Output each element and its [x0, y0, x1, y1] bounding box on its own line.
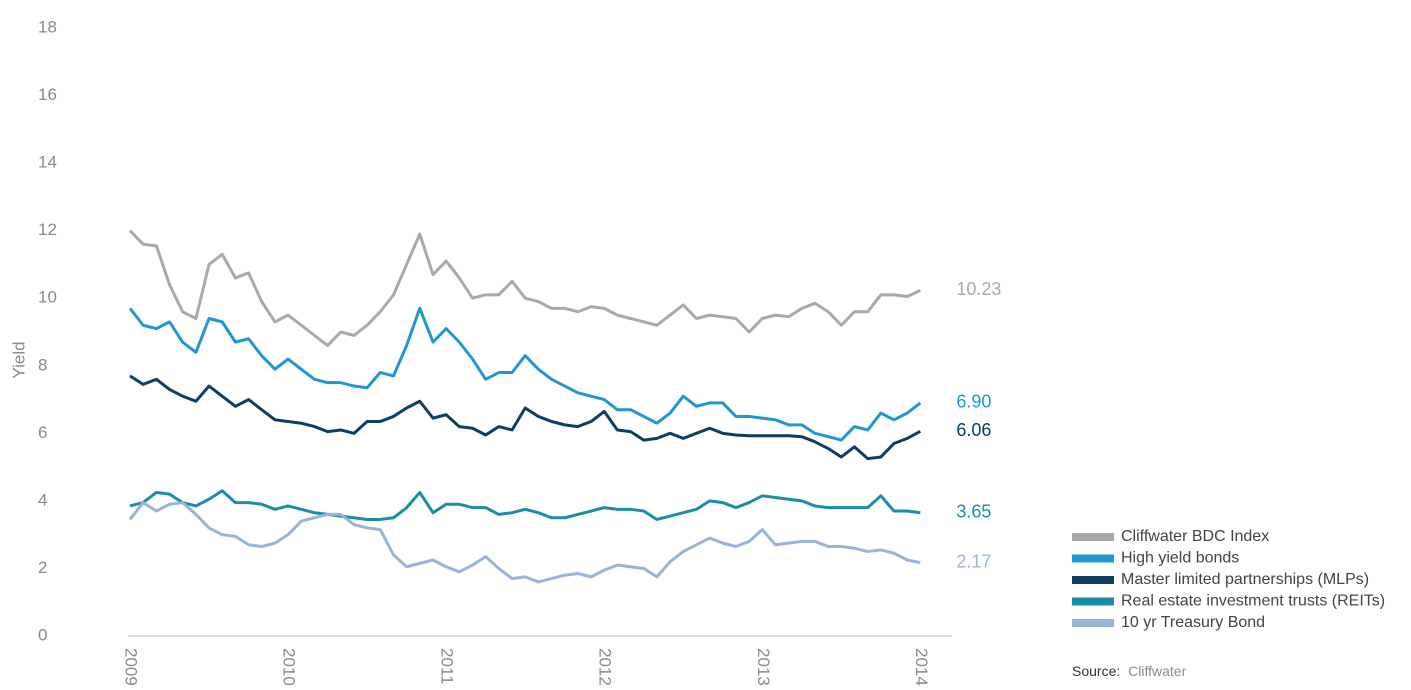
value-label: 3.65 [956, 501, 991, 521]
legend-swatch [1072, 619, 1114, 627]
legend-swatch [1072, 533, 1114, 541]
legend-label: Master limited partnerships (MLPs) [1121, 571, 1369, 588]
legend-swatch [1072, 597, 1114, 606]
source-note: Source: Cliffwater [1072, 663, 1187, 679]
source-name: Cliffwater [1128, 663, 1186, 679]
x-tick-label: 2010 [280, 648, 299, 686]
value-label: 6.06 [956, 420, 991, 440]
y-tick-label: 2 [38, 558, 47, 577]
value-label: 2.17 [956, 551, 991, 571]
series-line [128, 229, 922, 348]
value-label: 6.90 [956, 392, 991, 412]
series-line [129, 374, 922, 461]
series-line [129, 489, 921, 521]
x-tick-label: 2011 [438, 648, 457, 685]
legend-swatch [1072, 576, 1114, 584]
legend-label: High yield bonds [1121, 550, 1239, 567]
y-tick-label: 8 [38, 355, 47, 374]
series-line [128, 306, 922, 442]
value-label: 10.23 [956, 279, 1001, 299]
x-tick-label: 2012 [596, 648, 615, 686]
y-tick-label: 16 [38, 85, 57, 104]
legend-label: 10 yr Treasury Bond [1121, 614, 1265, 631]
x-tick-label: 2014 [912, 648, 931, 686]
x-tick-label: 2013 [754, 648, 773, 686]
legend-label: Cliffwater BDC Index [1121, 528, 1269, 545]
y-tick-label: 10 [38, 288, 57, 307]
y-tick-label: 6 [38, 423, 47, 442]
y-axis-label: Yield [9, 341, 28, 378]
legend-swatch [1072, 554, 1114, 563]
y-tick-label: 4 [38, 490, 47, 509]
y-tick-label: 18 [38, 17, 57, 36]
y-tick-label: 0 [38, 625, 47, 644]
series-line [128, 501, 921, 584]
source-label: Source: [1072, 663, 1120, 679]
y-tick-label: 14 [38, 153, 57, 172]
x-tick-label: 2009 [122, 648, 141, 686]
legend-label: Real estate investment trusts (REITs) [1121, 593, 1385, 610]
y-tick-label: 12 [38, 220, 57, 239]
